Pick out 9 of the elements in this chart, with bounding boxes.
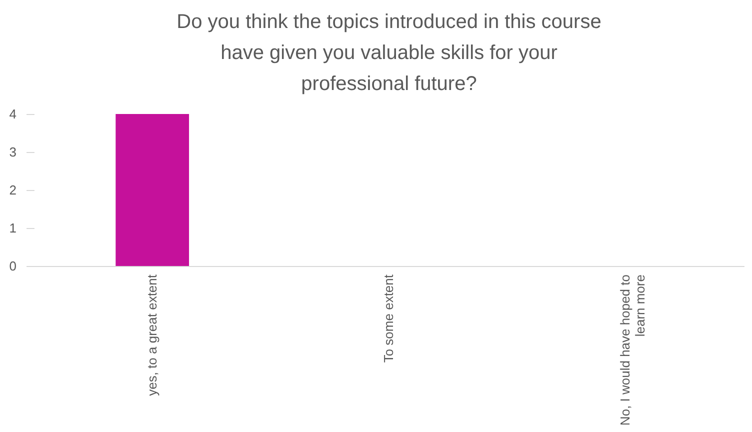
x-tick-label: yes, to a great extent: [144, 274, 160, 396]
x-tick-label: No, I would have hoped to learn more: [618, 274, 648, 426]
y-tick-label: 0: [9, 258, 16, 274]
y-tick-label: 1: [9, 220, 16, 236]
chart-title: Do you think the topics introduced in this course have given you valuable skills for your professional future?: [176, 11, 602, 95]
y-tick-label: 4: [9, 106, 16, 122]
x-tick-label: To some extent: [381, 274, 396, 363]
y-tick-label: 2: [9, 182, 16, 198]
y-tick-label: 3: [9, 144, 16, 160]
